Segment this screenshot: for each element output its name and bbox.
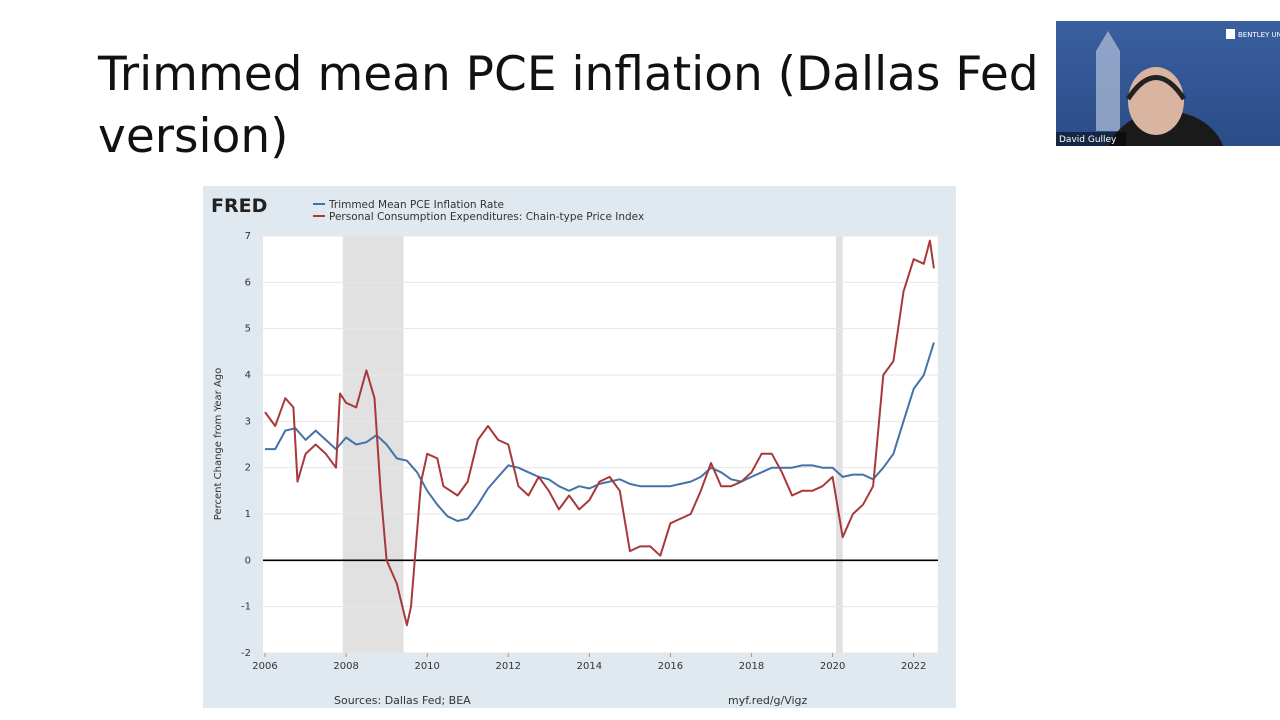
y-axis-label: Percent Change from Year Ago: [213, 368, 224, 520]
logo-mark: [1226, 29, 1235, 39]
x-tick-label: 2016: [658, 661, 683, 672]
y-tick-label: 4: [245, 370, 251, 381]
logo-text: BENTLEY UNIVERSITY: [1238, 31, 1280, 39]
recession-band: [342, 236, 404, 653]
participant-name: David Gulley: [1059, 135, 1117, 145]
chart: FRED Percent Change from Year Ago Source…: [203, 186, 956, 708]
series-line: [264, 239, 935, 627]
x-tick-label: 2020: [820, 661, 845, 672]
x-tick-label: 2010: [414, 661, 439, 672]
legend-label: Trimmed Mean PCE Inflation Rate: [328, 199, 504, 211]
y-tick-label: 5: [245, 324, 251, 335]
y-tick-label: 6: [245, 277, 251, 288]
x-tick-label: 2012: [496, 661, 521, 672]
y-tick-label: 1: [245, 509, 251, 520]
chart-url: myf.red/g/Vigz: [728, 694, 808, 707]
webcam-scene: BENTLEY UNIVERSITY David Gulley: [1056, 29, 1280, 146]
source-note: Sources: Dallas Fed; BEA: [334, 694, 471, 707]
x-tick-label: 2022: [901, 661, 926, 672]
y-tick-label: 2: [245, 463, 251, 474]
webcam: BENTLEY UNIVERSITY David Gulley: [1056, 21, 1280, 146]
x-tick-label: 2008: [333, 661, 358, 672]
y-tick-label: 0: [245, 555, 251, 566]
slide-title: Trimmed mean PCE inflation (Dallas Fed v…: [98, 47, 1039, 164]
x-tick-label: 2018: [739, 661, 764, 672]
tower-roof: [1096, 31, 1120, 51]
y-tick-label: -2: [241, 648, 251, 659]
name-bg: [1056, 132, 1126, 146]
legend-label: Personal Consumption Expenditures: Chain…: [329, 211, 644, 223]
y-tick-label: 7: [245, 231, 251, 242]
y-tick-label: 3: [245, 416, 251, 427]
x-tick-label: 2006: [252, 661, 277, 672]
brand-logo: FRED: [211, 195, 267, 217]
recession-band: [835, 236, 843, 653]
headset: [1125, 75, 1187, 101]
tower: [1096, 51, 1120, 131]
x-tick-label: 2014: [577, 661, 602, 672]
y-tick-label: -1: [241, 602, 251, 613]
